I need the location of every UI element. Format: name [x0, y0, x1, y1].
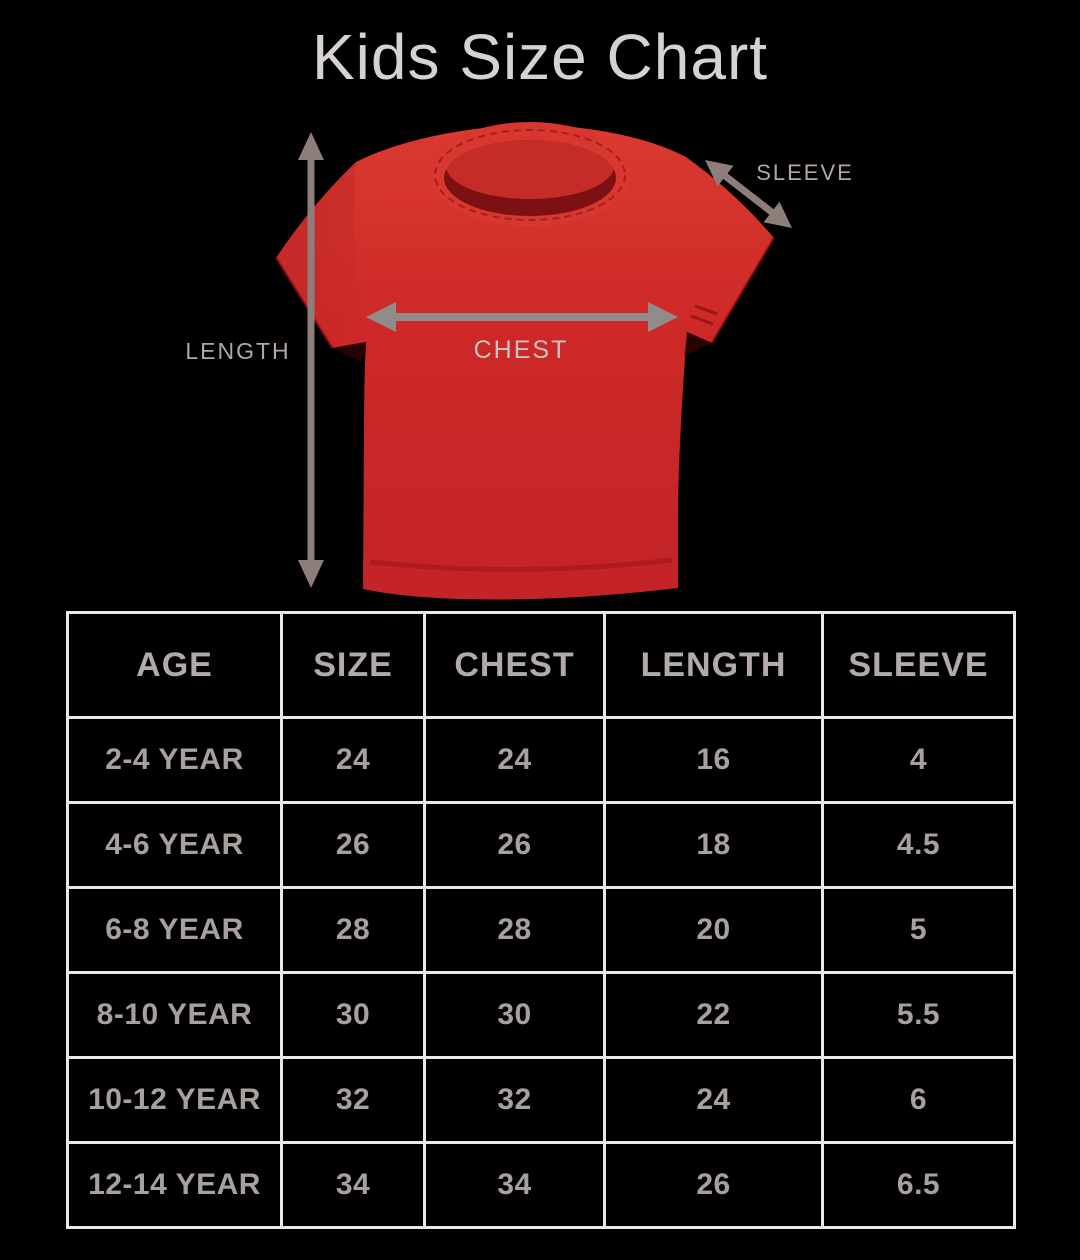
- sleeve-shading: [276, 162, 366, 348]
- header-cell-length: LENGTH: [603, 611, 824, 719]
- table-row: 2-4 YEAR 24 24 16 4: [66, 716, 1016, 804]
- tshirt-body: [274, 124, 776, 600]
- table-cell: 6: [821, 1056, 1016, 1144]
- table-cell: 18: [603, 801, 824, 889]
- collar-stitching: [434, 129, 626, 221]
- table-cell: 10-12 YEAR: [66, 1056, 283, 1144]
- hem-fold: [369, 557, 673, 573]
- table-row: 4-6 YEAR 26 26 18 4.5: [66, 801, 1016, 889]
- table-row: 8-10 YEAR 30 30 22 5.5: [66, 971, 1016, 1059]
- table-cell: 6.5: [821, 1141, 1016, 1229]
- table-row: 6-8 YEAR 28 28 20 5: [66, 886, 1016, 974]
- table-row: 12-14 YEAR 34 34 26 6.5: [66, 1141, 1016, 1229]
- table-cell: 24: [280, 716, 426, 804]
- table-cell: 12-14 YEAR: [66, 1141, 283, 1229]
- table-cell: 22: [603, 971, 824, 1059]
- header-cell-size: SIZE: [280, 611, 426, 719]
- chest-arrow-icon: [366, 302, 678, 332]
- table-cell: 32: [423, 1056, 606, 1144]
- table-cell: 4-6 YEAR: [66, 801, 283, 889]
- shirt-measurement-diagram: LENGTH CHEST SLEEVE: [0, 100, 1080, 610]
- table-cell: 4.5: [821, 801, 1016, 889]
- header-cell-sleeve: SLEEVE: [821, 611, 1016, 719]
- table-cell: 28: [423, 886, 606, 974]
- table-cell: 16: [603, 716, 824, 804]
- table-cell: 26: [423, 801, 606, 889]
- table-cell: 26: [280, 801, 426, 889]
- table-cell: 4: [821, 716, 1016, 804]
- table-cell: 5.5: [821, 971, 1016, 1059]
- table-cell: 34: [280, 1141, 426, 1229]
- size-table: AGE SIZE CHEST LENGTH SLEEVE 2-4 YEAR 24…: [66, 611, 1016, 1229]
- length-arrow-icon: [298, 132, 324, 588]
- sleeve-label: SLEEVE: [756, 160, 854, 185]
- header-cell-chest: CHEST: [423, 611, 606, 719]
- tshirt-collar: [428, 122, 632, 226]
- table-cell: 32: [280, 1056, 426, 1144]
- table-cell: 30: [423, 971, 606, 1059]
- table-cell: 2-4 YEAR: [66, 716, 283, 804]
- table-header-row: AGE SIZE CHEST LENGTH SLEEVE: [66, 611, 1016, 719]
- cuff-stitching: [690, 304, 718, 326]
- chest-label: CHEST: [473, 336, 569, 364]
- table-row: 10-12 YEAR 32 32 24 6: [66, 1056, 1016, 1144]
- table-cell: 24: [423, 716, 606, 804]
- length-label: LENGTH: [185, 338, 291, 364]
- table-cell: 20: [603, 886, 824, 974]
- table-cell: 8-10 YEAR: [66, 971, 283, 1059]
- table-cell: 6-8 YEAR: [66, 886, 283, 974]
- page-title: Kids Size Chart: [311, 21, 769, 93]
- table-cell: 30: [280, 971, 426, 1059]
- table-cell: 34: [423, 1141, 606, 1229]
- table-cell: 24: [603, 1056, 824, 1144]
- sleeve-arrow-icon: [705, 160, 792, 228]
- table-cell: 28: [280, 886, 426, 974]
- table-cell: 26: [603, 1141, 824, 1229]
- header-cell-age: AGE: [66, 611, 283, 719]
- table-cell: 5: [821, 886, 1016, 974]
- tshirt-graphic: [274, 122, 792, 600]
